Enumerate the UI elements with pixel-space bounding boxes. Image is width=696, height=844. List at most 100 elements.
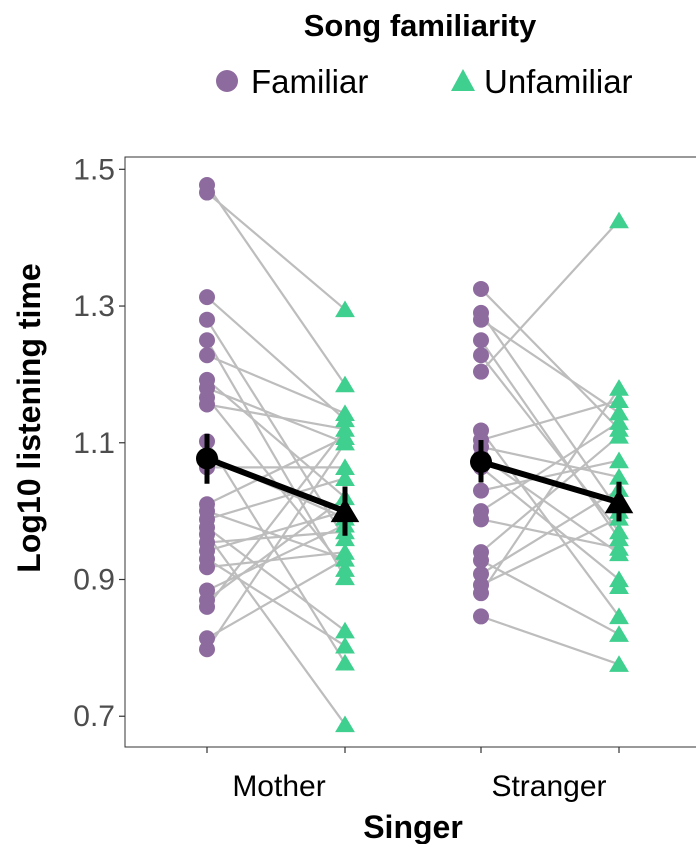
point-familiar xyxy=(473,585,489,602)
pair-line xyxy=(480,421,620,513)
point-familiar xyxy=(199,289,215,306)
summary-mean-unfamiliar xyxy=(604,489,634,514)
point-unfamiliar xyxy=(609,451,629,469)
point-unfamiliar xyxy=(335,549,355,567)
point-unfamiliar xyxy=(609,655,629,672)
point-unfamiliar xyxy=(609,403,629,421)
legend-label-unfamiliar: Unfamiliar xyxy=(484,63,633,100)
x-tick-label: Mother xyxy=(232,770,325,803)
point-familiar xyxy=(199,184,215,201)
summary-layer xyxy=(196,433,634,536)
points xyxy=(199,177,629,733)
legend-title: Song familiarity xyxy=(304,8,537,43)
pair-line xyxy=(206,440,346,664)
pair-line xyxy=(206,403,346,431)
point-unfamiliar xyxy=(335,433,355,451)
point-familiar xyxy=(473,347,489,364)
pair-line xyxy=(206,354,346,415)
point-familiar xyxy=(199,630,215,647)
pair-line xyxy=(206,296,346,421)
point-unfamiliar xyxy=(335,636,355,654)
point-familiar xyxy=(199,641,215,658)
x-axis: Mother Stranger xyxy=(206,747,620,803)
point-familiar xyxy=(199,347,215,364)
pair-line xyxy=(206,191,346,311)
pair-line xyxy=(480,518,620,550)
point-familiar xyxy=(473,552,489,569)
point-unfamiliar xyxy=(335,300,355,318)
pair-line xyxy=(480,516,620,586)
pair-line xyxy=(206,184,346,386)
summary-mean-familiar xyxy=(470,450,492,473)
plot-panel xyxy=(124,156,696,748)
pair-line xyxy=(480,219,620,373)
point-familiar xyxy=(199,396,215,413)
point-unfamiliar xyxy=(335,410,355,428)
pair-line xyxy=(480,445,620,479)
pair-line xyxy=(206,558,346,640)
legend: Song familiarity Familiar Unfamiliar xyxy=(216,8,633,100)
pair-line xyxy=(480,435,620,553)
x-tick-label: Stranger xyxy=(491,770,606,803)
pair-line xyxy=(206,436,346,506)
point-familiar xyxy=(473,482,489,499)
pair-lines xyxy=(206,184,620,726)
y-tick-label: 0.7 xyxy=(73,700,115,733)
point-unfamiliar xyxy=(609,529,629,547)
point-unfamiliar xyxy=(335,568,355,586)
point-unfamiliar xyxy=(335,375,355,393)
point-unfamiliar xyxy=(335,458,355,476)
point-unfamiliar xyxy=(609,467,629,485)
pair-line xyxy=(206,523,346,592)
legend-familiar-circle-icon xyxy=(216,70,238,92)
pair-line xyxy=(206,558,346,647)
point-familiar xyxy=(473,566,489,583)
point-familiar xyxy=(473,280,489,297)
pair-line xyxy=(480,459,620,492)
pair-line xyxy=(480,399,620,442)
point-familiar xyxy=(473,363,489,380)
pair-line xyxy=(206,533,346,726)
y-tick-label: 1.5 xyxy=(73,153,115,186)
summary-mean-unfamiliar xyxy=(330,498,360,523)
y-tick-label: 1.1 xyxy=(73,427,115,460)
summary-mean-familiar xyxy=(196,447,218,470)
point-familiar xyxy=(473,608,489,625)
pair-line xyxy=(206,379,346,499)
point-unfamiliar xyxy=(609,211,629,229)
pair-line xyxy=(206,551,346,569)
pair-line xyxy=(206,496,346,601)
y-axis: 0.7 0.9 1.1 1.3 1.5 xyxy=(73,153,125,733)
point-familiar xyxy=(199,559,215,576)
point-familiar xyxy=(199,311,215,328)
pair-line xyxy=(480,615,620,666)
point-unfamiliar xyxy=(335,715,355,733)
point-unfamiliar xyxy=(609,391,629,409)
pair-line xyxy=(480,318,620,414)
pair-line xyxy=(206,530,346,544)
point-unfamiliar xyxy=(335,529,355,547)
point-unfamiliar xyxy=(609,607,629,625)
legend-label-familiar: Familiar xyxy=(251,63,368,100)
pair-line xyxy=(206,442,346,650)
point-unfamiliar xyxy=(609,379,629,396)
pair-line xyxy=(206,477,346,521)
y-tick-label: 1.3 xyxy=(73,290,115,323)
point-unfamiliar xyxy=(609,544,629,562)
pair-line xyxy=(480,288,620,430)
point-familiar xyxy=(199,598,215,615)
pair-line xyxy=(206,387,346,444)
point-unfamiliar xyxy=(609,625,629,642)
point-unfamiliar xyxy=(335,469,355,486)
point-unfamiliar xyxy=(335,621,355,639)
pair-line xyxy=(206,510,346,552)
point-unfamiliar xyxy=(335,653,355,671)
pair-line xyxy=(206,428,346,608)
pair-line xyxy=(206,339,346,579)
y-tick-label: 0.9 xyxy=(73,564,115,597)
point-familiar xyxy=(473,311,489,328)
pair-line xyxy=(480,455,620,555)
point-unfamiliar xyxy=(609,577,629,594)
pair-line xyxy=(206,510,346,561)
